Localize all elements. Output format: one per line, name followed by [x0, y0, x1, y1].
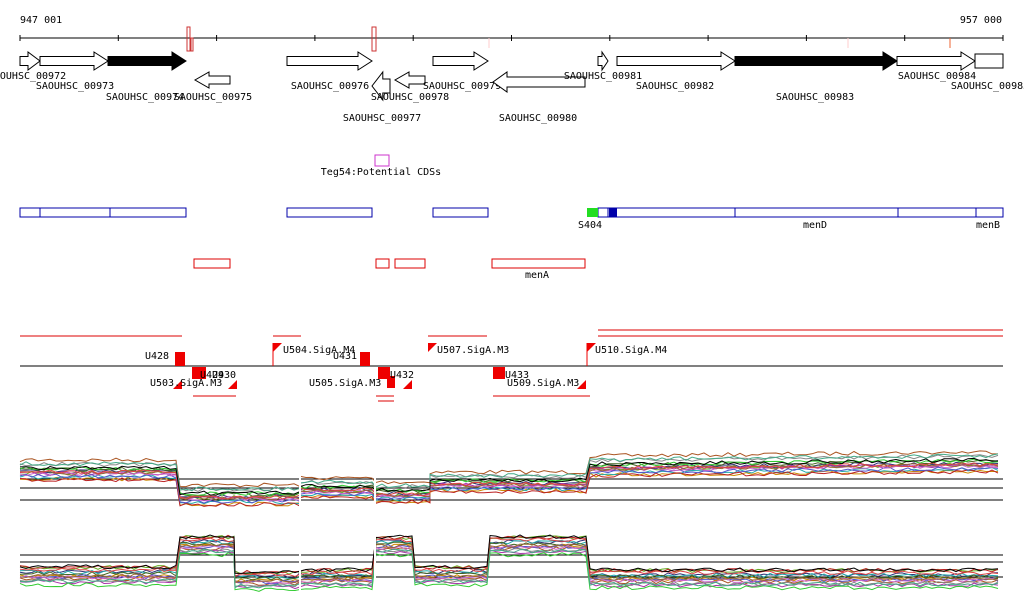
promoter-flag: [173, 380, 182, 389]
promoter-label: U509.SigA.M3: [507, 378, 579, 389]
gene-label: SAOUHSC_00984: [898, 71, 976, 82]
promoter-label: U504.SigA.M4: [283, 345, 355, 356]
gene-label: SAOUHSC_00973: [36, 81, 114, 92]
promoter-label: U505.SigA.M3: [309, 378, 381, 389]
promoter-site: [360, 352, 370, 366]
operon-box: [109, 207, 187, 218]
expression-profile: [19, 548, 999, 589]
operon-label: menD: [803, 220, 827, 231]
gene-label: SAOUHSC_00982: [636, 81, 714, 92]
expression-profile: [19, 463, 999, 501]
ruler-start: 947 001: [20, 15, 62, 26]
promoter-label: U428: [145, 351, 169, 362]
promoter-flag: [577, 380, 586, 389]
operon-marker: [587, 208, 598, 217]
rna-box: [394, 258, 426, 269]
gene-label: SAOUHSC_00980: [499, 113, 577, 124]
promoter-site: [493, 367, 505, 379]
gene-label: SAOUHSC_00985: [951, 81, 1024, 92]
gene-label: SAOUHSC_00979: [423, 81, 501, 92]
gene-arrow: [193, 71, 231, 89]
gene-arrow: [393, 71, 426, 89]
gene-arrow: [974, 53, 1004, 69]
ruler-end: 957 000: [960, 15, 1002, 26]
expression-profile: [19, 462, 999, 500]
promoter-flag: [428, 343, 437, 352]
gene-label: SAOUHSC_00977: [343, 113, 421, 124]
operon-marker: [609, 208, 617, 217]
gene-arrow: [432, 51, 489, 71]
rna-box: [193, 258, 231, 269]
gene-arrow: [286, 51, 373, 71]
feature-mark: [190, 37, 194, 52]
gene-arrow: [734, 51, 898, 71]
promoter-flag: [587, 343, 596, 352]
expression-profile: [19, 544, 999, 584]
gene-label: SAOUHSC_00978: [371, 92, 449, 103]
promoter-label: U503.SigA.M3: [150, 378, 222, 389]
expression-profile: [19, 541, 999, 582]
promoter-label: U431: [333, 351, 357, 362]
rna-box: [375, 258, 390, 269]
gene-arrow: [107, 51, 187, 71]
feature-mark: [186, 26, 191, 52]
expression-profile: [19, 537, 999, 578]
gene-arrow: [492, 71, 586, 93]
gene-arrow: [19, 51, 41, 71]
gene-label: SAOUHSC_00983: [776, 92, 854, 103]
operon-box: [975, 207, 1004, 218]
gene-label: AOUHSC_00972: [0, 71, 66, 82]
expression-profile: [19, 469, 999, 507]
rna-box: [491, 258, 586, 269]
expression-profile: [19, 466, 999, 504]
promoter-flag: [403, 380, 412, 389]
gene-arrow: [39, 51, 109, 71]
promoter-label: U510.SigA.M4: [595, 345, 667, 356]
promoter-flag: [273, 343, 282, 352]
promoter-site: [192, 367, 206, 379]
promoter-label: U429: [200, 370, 224, 381]
expression-profile: [19, 552, 999, 592]
gene-label: SAOUHSC_00975: [174, 92, 252, 103]
promoter-flag: [228, 380, 237, 389]
gene-label: SAOUHSC_00974: [106, 92, 184, 103]
expression-profile: [19, 543, 999, 584]
promoter-site: [175, 352, 185, 366]
gene-label: SAOUHSC_00981: [564, 71, 642, 82]
gene-arrow: [597, 50, 609, 72]
expression-profile: [19, 453, 999, 492]
rna-label: menA: [525, 270, 549, 281]
promoter-label: U433: [505, 370, 529, 381]
promoter-label: U432: [390, 370, 414, 381]
teg-label: Teg54:Potential CDSs: [321, 167, 441, 178]
operon-box: [432, 207, 489, 218]
promoter-label: U430: [212, 370, 236, 381]
gene-arrow: [616, 51, 736, 71]
operon-box: [286, 207, 373, 218]
expression-profile: [19, 450, 998, 488]
operon-label: S404: [578, 220, 602, 231]
operon-label: menB: [976, 220, 1000, 231]
gene-arrow: [896, 51, 976, 71]
gene-arrow: [371, 70, 391, 102]
expression-profile: [19, 534, 999, 574]
feature-mark: [371, 26, 377, 52]
gene-label: SAOUHSC_00976: [291, 81, 369, 92]
promoter-site: [387, 376, 395, 388]
expression-profile: [19, 457, 999, 496]
promoter-label: U507.SigA.M3: [437, 345, 509, 356]
teg-box: [374, 154, 390, 167]
